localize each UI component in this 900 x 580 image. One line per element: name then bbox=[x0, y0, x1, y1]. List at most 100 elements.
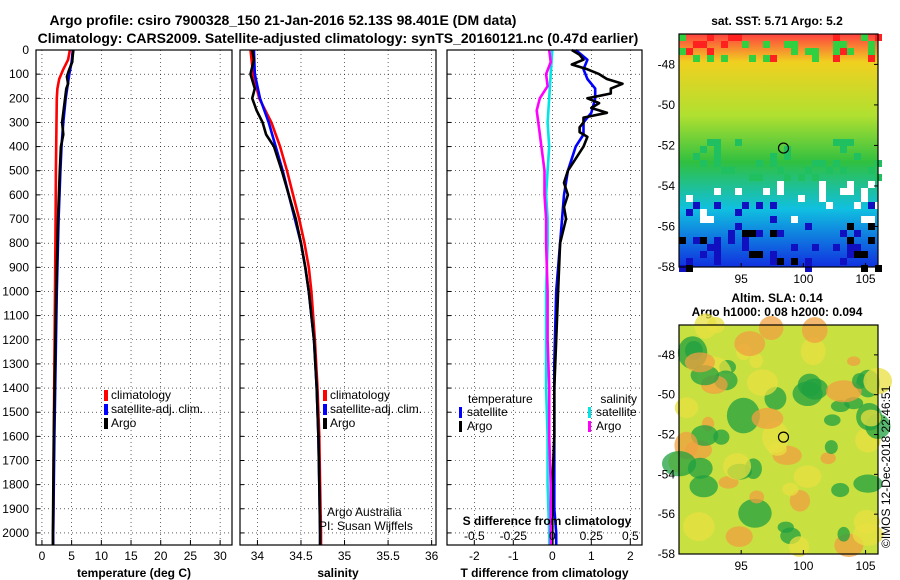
depth-tick-label: 300 bbox=[9, 115, 29, 129]
sst-cell bbox=[847, 244, 854, 251]
sst-cell bbox=[742, 237, 749, 244]
x2-tick-label: 0 bbox=[549, 529, 556, 543]
sst-cell bbox=[861, 195, 868, 202]
sst-cell bbox=[770, 230, 777, 237]
legend-swatch bbox=[588, 407, 591, 418]
sst-cell bbox=[847, 251, 854, 258]
depth-tick-label: 2000 bbox=[2, 526, 29, 540]
sst-cell bbox=[777, 188, 784, 195]
legend-label: Argo bbox=[330, 416, 356, 430]
sst-cell bbox=[868, 202, 875, 209]
map-sst-title: sat. SST: 5.71 Argo: 5.2 bbox=[711, 14, 843, 28]
x-tick-label: 34.5 bbox=[289, 549, 313, 563]
sst-cell bbox=[770, 202, 777, 209]
legend-temperature-heading: temperature bbox=[468, 392, 533, 406]
sla-blob bbox=[758, 316, 784, 340]
sst-cell bbox=[847, 223, 854, 230]
map-lat-label: -56 bbox=[658, 507, 676, 521]
depth-tick-label: 0 bbox=[22, 43, 29, 57]
legend-swatch bbox=[104, 390, 108, 401]
sst-cell bbox=[749, 230, 756, 237]
sla-blob bbox=[690, 425, 719, 446]
sst-cell bbox=[679, 48, 686, 55]
sla-blob bbox=[687, 457, 713, 479]
sst-cell bbox=[763, 41, 770, 48]
sst-cell bbox=[798, 174, 805, 181]
sst-cell bbox=[840, 139, 847, 146]
sst-cell bbox=[742, 202, 749, 209]
legend-swatch bbox=[104, 418, 108, 429]
sst-cell bbox=[868, 237, 875, 244]
sst-cell bbox=[805, 258, 812, 265]
map-frame bbox=[678, 33, 879, 268]
x-axis-label: T difference from climatology bbox=[460, 566, 628, 580]
sst-cell bbox=[798, 195, 805, 202]
legend-swatch bbox=[323, 390, 327, 401]
x-tick-label: 0 bbox=[39, 549, 46, 563]
sla-blob bbox=[725, 526, 753, 547]
map-lat-label: -50 bbox=[658, 388, 676, 402]
sst-cell bbox=[728, 34, 735, 41]
sla-blob bbox=[751, 407, 784, 429]
legend-salinity-heading: salinity bbox=[600, 392, 637, 406]
sst-cell bbox=[770, 258, 777, 265]
x-tick-label: 15 bbox=[124, 549, 138, 563]
sst-cell bbox=[840, 48, 847, 55]
sst-cell bbox=[742, 244, 749, 251]
sst-cell bbox=[693, 237, 700, 244]
map-lon-label: 100 bbox=[793, 559, 813, 573]
sst-cell bbox=[819, 160, 826, 167]
sla-blob bbox=[749, 490, 765, 504]
sst-cell bbox=[854, 251, 861, 258]
sst-cell bbox=[707, 34, 714, 41]
sst-cell bbox=[714, 153, 721, 160]
sst-cell bbox=[805, 265, 812, 272]
map-lon-label: 95 bbox=[735, 559, 749, 573]
sst-cell bbox=[721, 55, 728, 62]
sst-cell bbox=[868, 41, 875, 48]
sst-cell bbox=[826, 167, 833, 174]
sst-cell bbox=[756, 251, 763, 258]
x-tick-label: 5 bbox=[68, 549, 75, 563]
legend-swatch bbox=[323, 418, 327, 429]
sla-blob bbox=[738, 498, 772, 528]
sla-blob bbox=[713, 429, 730, 445]
depth-tick-label: 1200 bbox=[2, 333, 29, 347]
sla-blob bbox=[824, 440, 838, 454]
sst-cell bbox=[693, 55, 700, 62]
title-line-1: Argo profile: csiro 7900328_150 21-Jan-2… bbox=[50, 12, 517, 28]
sst-cell bbox=[707, 55, 714, 62]
sst-cell bbox=[784, 174, 791, 181]
sla-blob bbox=[853, 509, 880, 534]
x2-tick-label: 0.5 bbox=[622, 529, 639, 543]
sst-cell bbox=[784, 41, 791, 48]
plot-frame bbox=[239, 49, 437, 546]
map-lon-label: 105 bbox=[856, 272, 876, 286]
sst-cell bbox=[714, 244, 721, 251]
sla-blob bbox=[722, 453, 752, 480]
sst-cell bbox=[819, 188, 826, 195]
sst-cell bbox=[700, 209, 707, 216]
sst-cell bbox=[756, 202, 763, 209]
sst-cell bbox=[742, 230, 749, 237]
sst-cell bbox=[707, 139, 714, 146]
sst-cell bbox=[791, 48, 798, 55]
sst-cell bbox=[700, 41, 707, 48]
x-tick-label: 2 bbox=[627, 549, 634, 563]
sst-cell bbox=[756, 230, 763, 237]
sst-cell bbox=[833, 41, 840, 48]
x2-tick-label: -0.5 bbox=[464, 529, 485, 543]
sla-blob bbox=[782, 482, 799, 496]
sst-cell bbox=[735, 34, 742, 41]
map-canvas bbox=[679, 34, 882, 272]
sst-cell bbox=[714, 258, 721, 265]
depth-tick-label: 1000 bbox=[2, 284, 29, 298]
sst-cell bbox=[693, 41, 700, 48]
sla-blob bbox=[674, 397, 699, 419]
depth-tick-label: 1100 bbox=[3, 309, 29, 323]
x-axis-label: salinity bbox=[317, 566, 359, 580]
map-lat-label: -48 bbox=[658, 57, 676, 71]
sst-cell bbox=[784, 153, 791, 160]
sst-cell bbox=[749, 55, 756, 62]
